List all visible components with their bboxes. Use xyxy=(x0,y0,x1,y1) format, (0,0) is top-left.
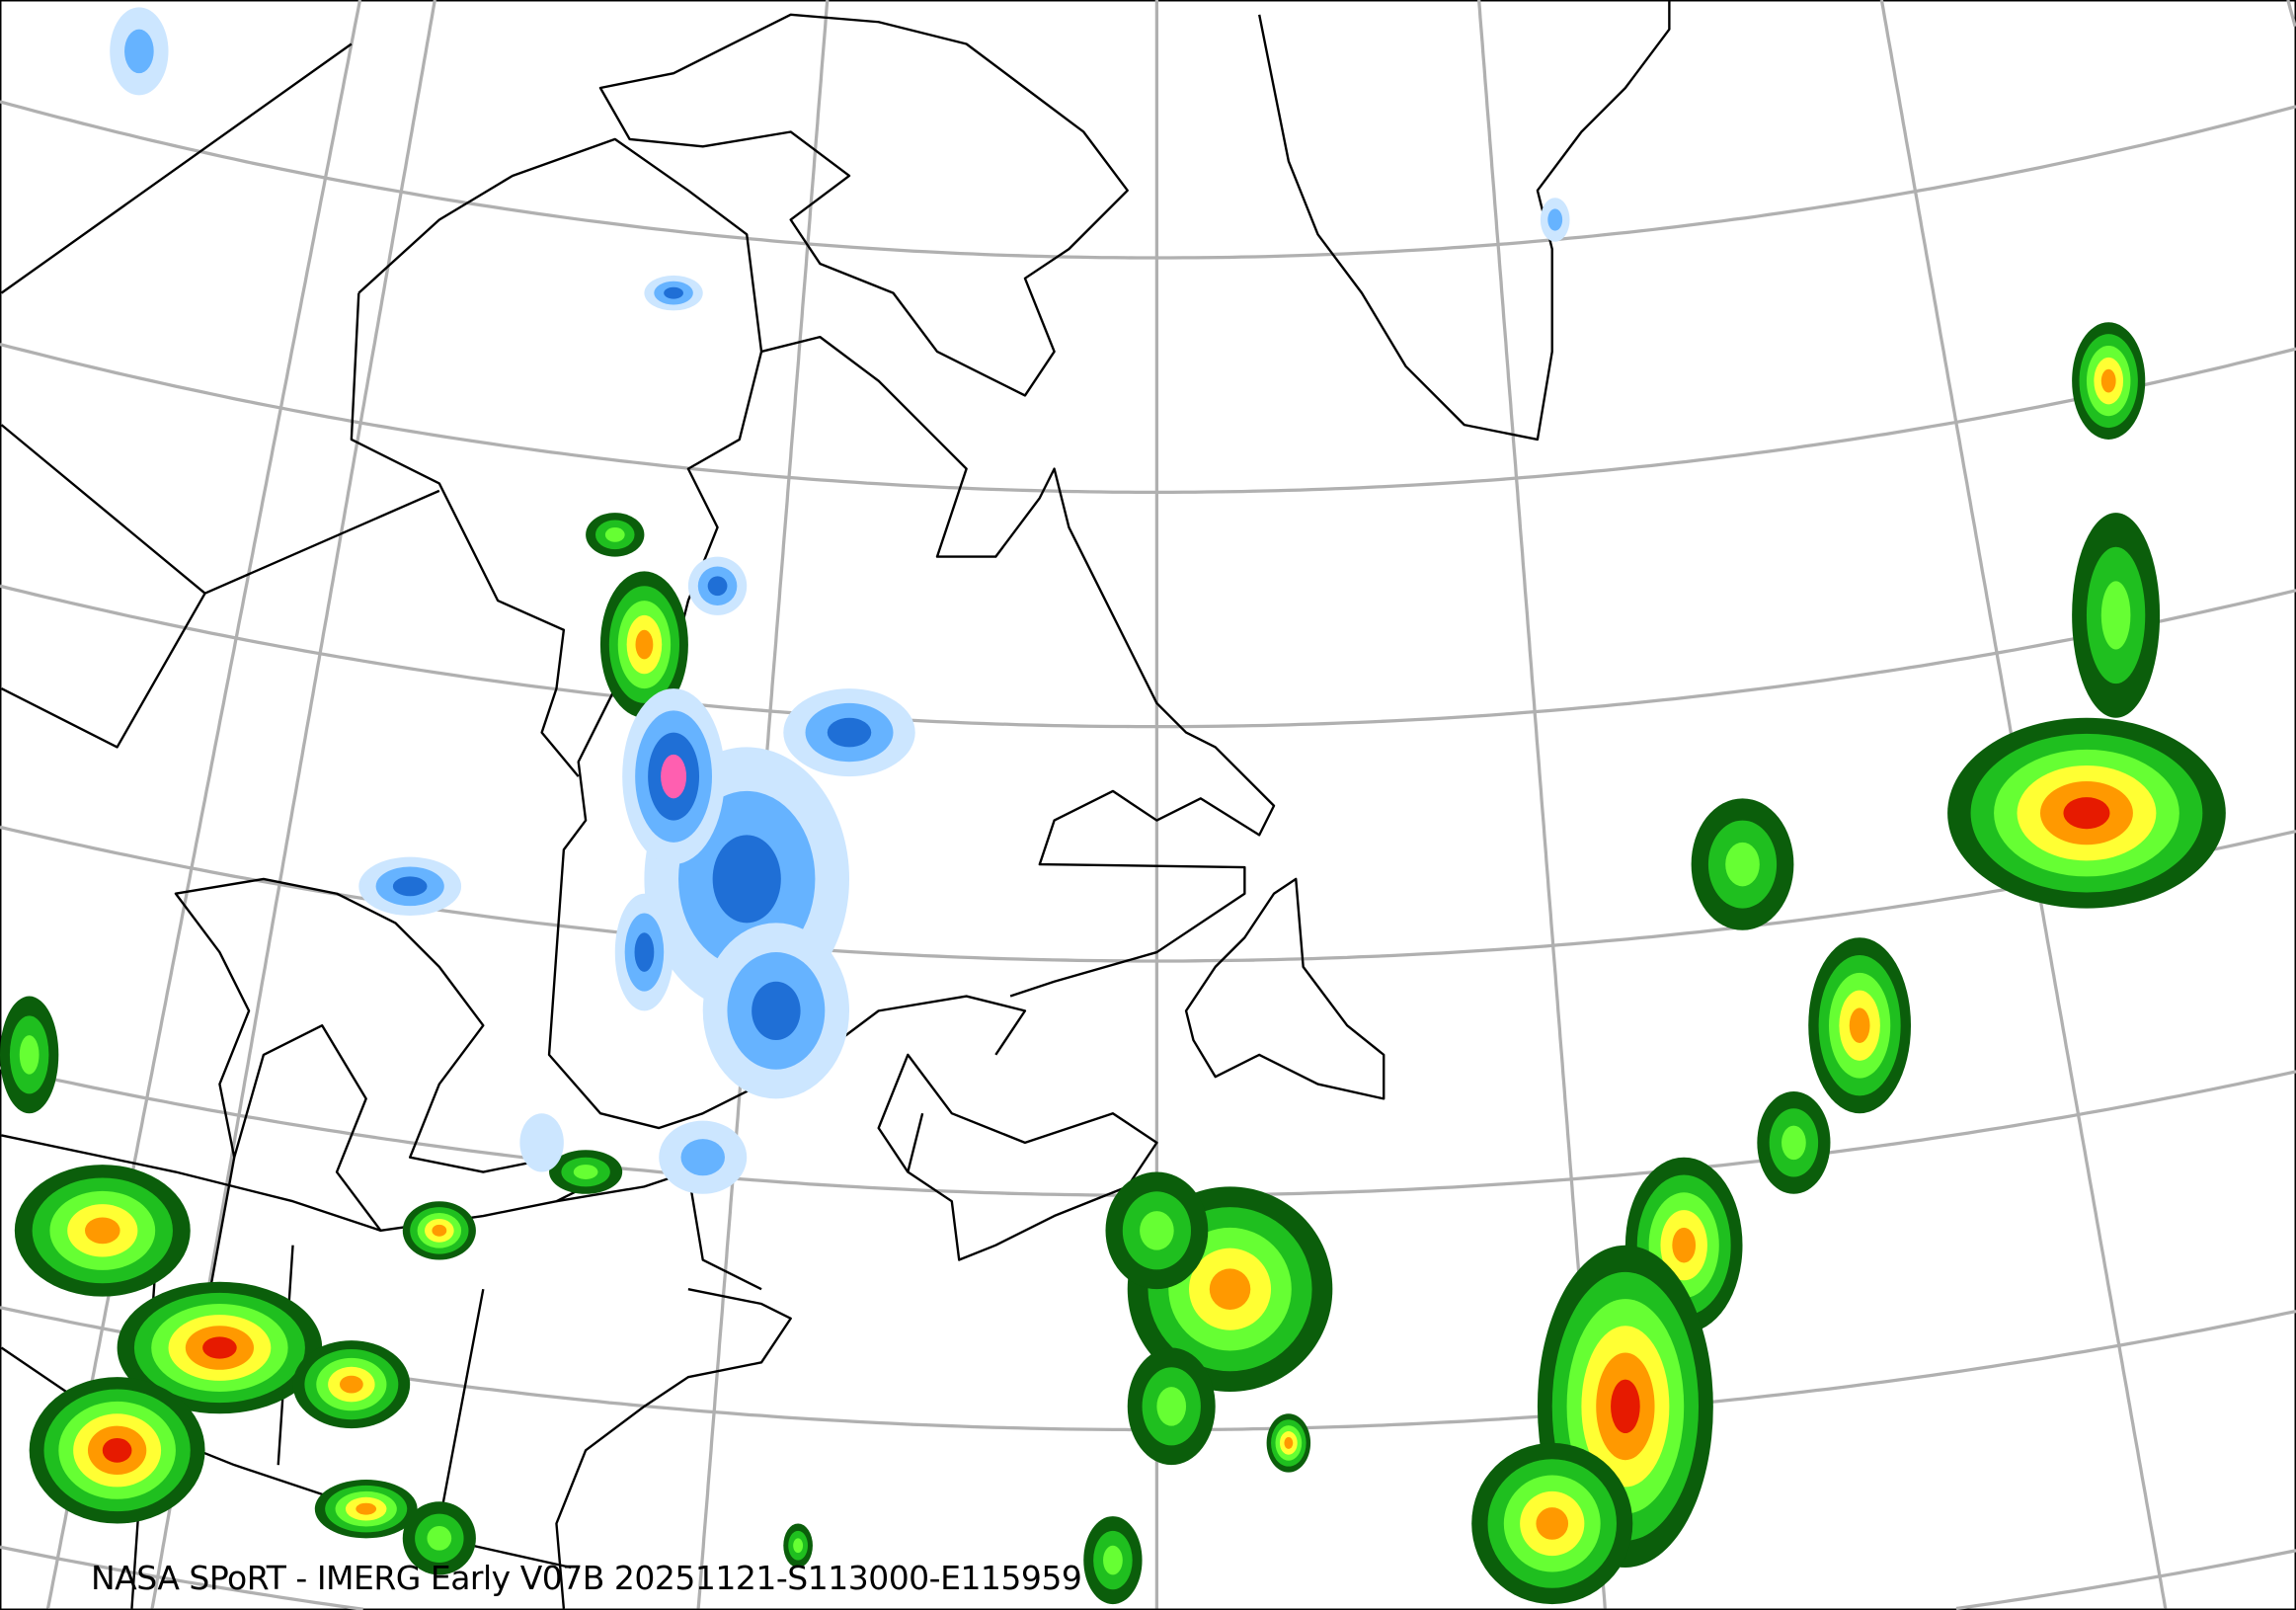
precip-cell xyxy=(707,576,728,597)
labrador-coast xyxy=(760,335,1276,998)
precip-cell xyxy=(2063,797,2110,830)
us-northeast-coast xyxy=(555,1288,792,1609)
precip-cell xyxy=(1725,842,1760,887)
precip-cell xyxy=(102,1437,132,1463)
precip-cell xyxy=(634,932,655,972)
precip-cell xyxy=(1849,1007,1870,1044)
precip-cell xyxy=(752,981,801,1041)
precip-cell xyxy=(1536,1507,1569,1540)
precip-cell xyxy=(712,835,781,924)
precip-cell xyxy=(604,526,625,542)
precip-cell xyxy=(427,1525,452,1551)
hudson-west-coast xyxy=(350,292,580,777)
precip-cell xyxy=(1547,208,1563,231)
precip-cell xyxy=(202,1336,237,1359)
newfoundland xyxy=(1184,877,1386,1100)
precip-cell xyxy=(1209,1268,1251,1310)
precip-cell xyxy=(793,1538,804,1554)
latitude-line xyxy=(0,342,2296,494)
greenland-coast xyxy=(1258,1,1671,442)
precip-cell xyxy=(680,1139,725,1176)
precip-cell xyxy=(1611,1379,1640,1434)
precip-cell xyxy=(356,1502,377,1515)
meridian-line xyxy=(2286,0,2296,28)
precip-cell xyxy=(340,1375,363,1394)
precip-cell xyxy=(85,1217,120,1245)
precip-cell xyxy=(2100,368,2116,393)
precip-cell xyxy=(392,876,428,897)
latitude-line xyxy=(0,1545,363,1610)
latitude-line xyxy=(0,584,2296,729)
precip-cell xyxy=(124,29,154,74)
precipitation-field xyxy=(0,7,2226,1605)
latitude-line xyxy=(1955,1549,2296,1610)
precip-cell xyxy=(1103,1545,1123,1575)
precip-cell xyxy=(661,754,687,799)
precip-cell xyxy=(1284,1436,1294,1449)
latitude-line xyxy=(0,100,2296,260)
precip-cell xyxy=(573,1165,598,1179)
baffin-island xyxy=(598,13,1129,397)
precip-cell xyxy=(519,1113,564,1172)
precip-cell xyxy=(827,717,872,748)
precip-cell xyxy=(432,1224,447,1237)
precip-cell xyxy=(1672,1227,1697,1263)
precip-cell xyxy=(1781,1125,1806,1161)
precip-cell xyxy=(19,1035,40,1075)
meridian-line xyxy=(45,0,362,1609)
precip-cell xyxy=(1156,1387,1187,1426)
precip-cell xyxy=(664,286,683,299)
great-lakes xyxy=(174,877,616,1233)
precip-cell xyxy=(635,629,654,660)
precip-cell xyxy=(1140,1211,1174,1250)
precip-cell xyxy=(2100,581,2131,650)
map-caption: NASA SPoRT - IMERG Early V07B 20251121-S… xyxy=(91,1559,1082,1597)
